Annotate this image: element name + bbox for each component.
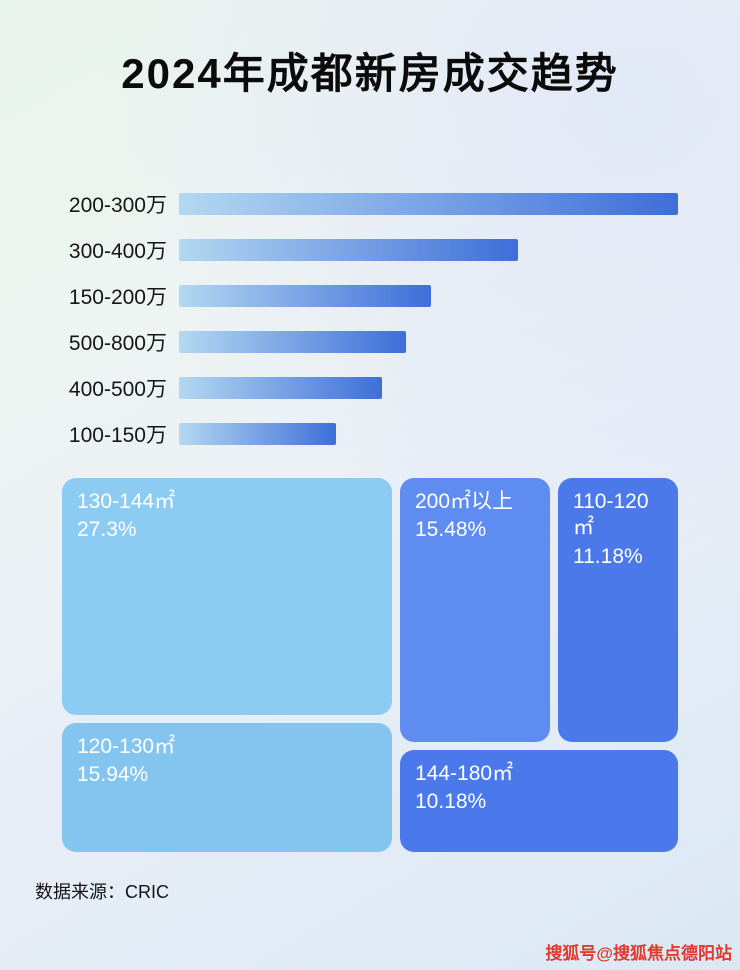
- bar-row: 500-800万: [57, 331, 678, 355]
- bar-track: [179, 193, 678, 215]
- bar: [179, 285, 431, 307]
- bar-row: 400-500万: [57, 377, 678, 401]
- bar-label: 100-150万: [68, 424, 167, 447]
- bar-label: 200-300万: [68, 194, 167, 217]
- treemap-label: 120-130㎡: [77, 735, 176, 758]
- bar-track: [179, 423, 678, 445]
- bar: [179, 423, 337, 445]
- treemap: 130-144㎡ 27.3% 200㎡以上 15.48% 110-120㎡ 11.18% 1…: [62, 478, 678, 852]
- bar-track: [179, 377, 678, 399]
- treemap-block: 120-130㎡ 15.94%: [62, 723, 392, 852]
- treemap-value: 27.3%: [77, 518, 137, 542]
- treemap-value: 10.18%: [415, 790, 487, 814]
- bar: [179, 193, 678, 215]
- treemap-block: 110-120㎡ 11.18%: [558, 478, 678, 742]
- bar-track: [179, 285, 678, 307]
- bar: [179, 331, 406, 353]
- data-source-label: 数据来源：CRIC: [35, 882, 169, 902]
- treemap-label: 200㎡以上: [415, 490, 514, 513]
- treemap-value: 15.94%: [77, 763, 149, 787]
- treemap-label: 130-144㎡: [77, 490, 176, 513]
- bar-chart: 200-300万 300-400万 150-200万 500-800万 400-500万…: [57, 193, 678, 447]
- bar-track: [179, 239, 678, 261]
- treemap-block: 144-180㎡ 10.18%: [400, 750, 678, 852]
- bar-row: 100-150万: [57, 423, 678, 447]
- page-title: 2024年成都新房成交趋势: [121, 50, 619, 97]
- treemap-label: 144-180㎡: [415, 762, 514, 785]
- treemap-block: 130-144㎡ 27.3%: [62, 478, 392, 715]
- bar-label: 500-800万: [68, 332, 167, 355]
- watermark: 搜狐号@搜狐焦点德阳站: [545, 944, 732, 963]
- bar: [179, 239, 519, 261]
- bar-label: 150-200万: [68, 286, 167, 309]
- treemap-value: 11.18%: [573, 544, 643, 568]
- treemap-value: 15.48%: [415, 518, 487, 542]
- bar: [179, 377, 382, 399]
- bar-label: 400-500万: [68, 378, 167, 401]
- treemap-block: 200㎡以上 15.48%: [400, 478, 550, 742]
- bar-row: 200-300万: [57, 193, 678, 217]
- bar-row: 150-200万: [57, 285, 678, 309]
- treemap-label: 110-120㎡: [573, 490, 649, 540]
- bar-track: [179, 331, 678, 353]
- bar-label: 300-400万: [68, 240, 167, 263]
- bar-row: 300-400万: [57, 239, 678, 263]
